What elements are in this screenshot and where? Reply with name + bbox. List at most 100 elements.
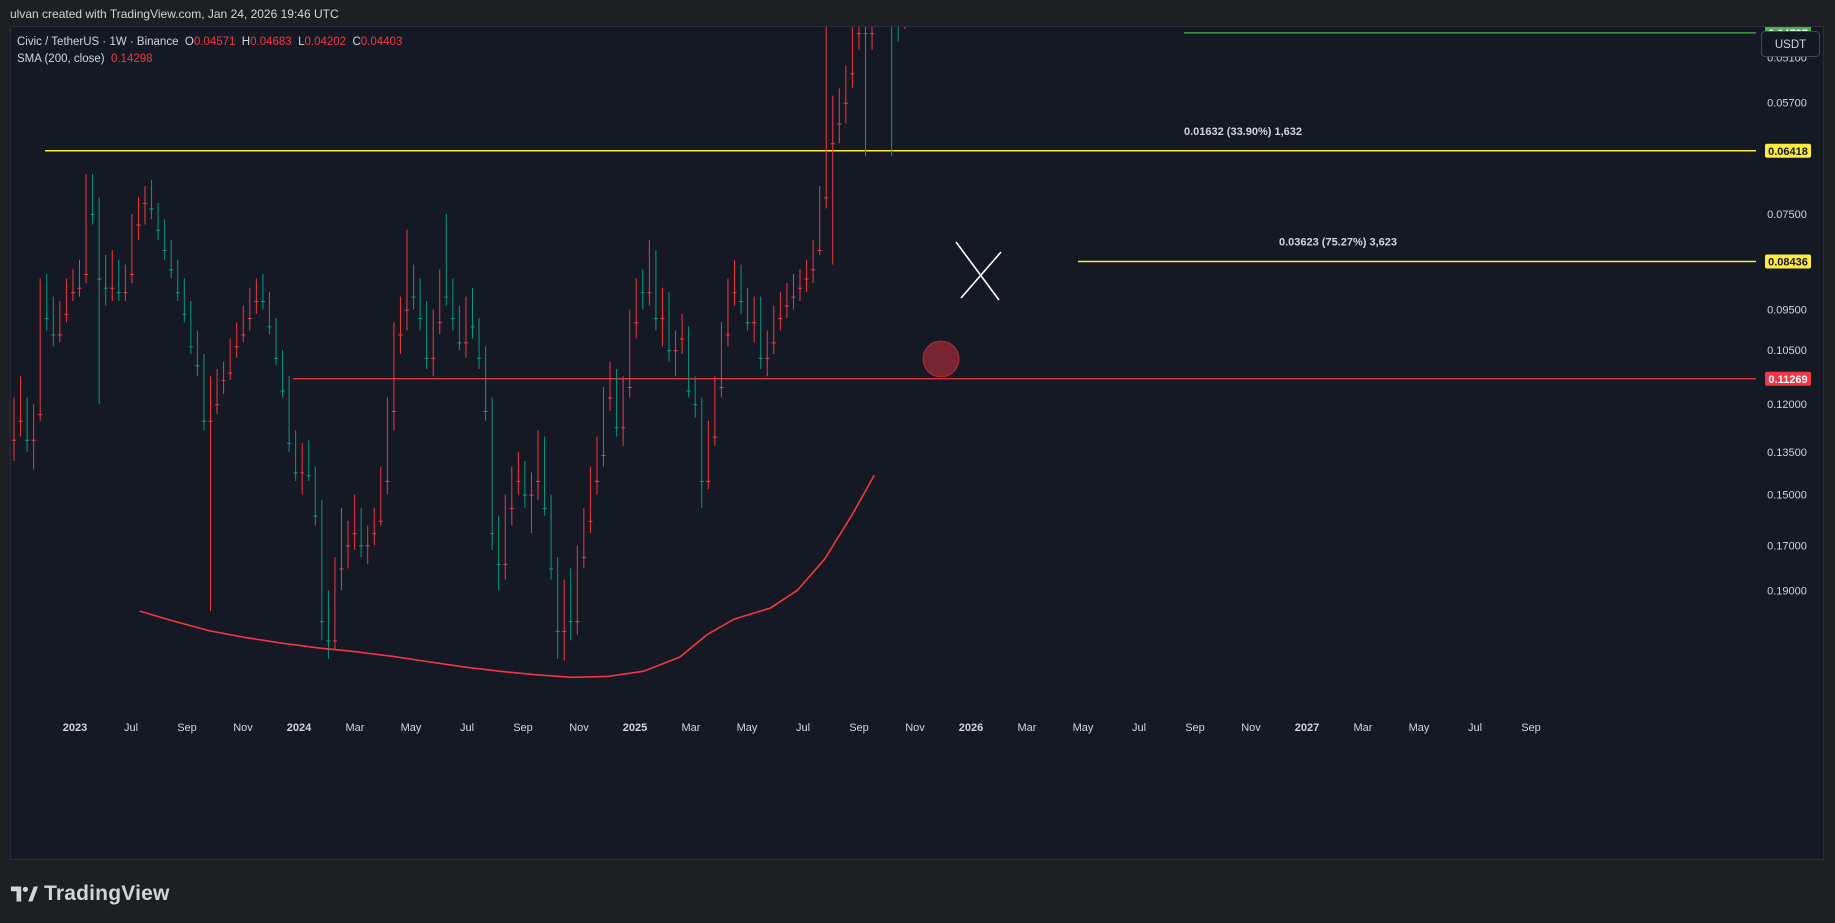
candle-body	[64, 313, 69, 315]
candle	[778, 292, 783, 331]
x-axis-tick-label: Mar	[1354, 722, 1373, 734]
candle	[549, 494, 554, 580]
x-axis-tick-label: May	[401, 722, 422, 734]
candle-body	[856, 33, 861, 35]
candle-body	[313, 515, 318, 517]
candle-body	[319, 621, 324, 623]
sma-row[interactable]: SMA (200, close) 0.14298	[17, 51, 402, 68]
candle-body	[568, 621, 573, 623]
candle	[824, 27, 829, 209]
candle	[647, 240, 652, 306]
candle-body	[463, 342, 468, 344]
x-axis-tick-label: Mar	[682, 722, 701, 734]
candle-body	[522, 494, 527, 496]
x-axis-tick-label: Jul	[796, 722, 810, 734]
candle	[378, 466, 383, 526]
candle-body	[784, 305, 789, 307]
price-tag-label: 0.11269	[1768, 374, 1807, 386]
candle-body	[97, 278, 102, 280]
measure-label: 0.03623 (75.27%) 3,623	[1279, 237, 1397, 249]
candle-body	[483, 410, 488, 412]
currency-button[interactable]: USDT	[1761, 31, 1820, 57]
candle-body	[758, 357, 763, 359]
candle-body	[391, 410, 396, 412]
candle	[732, 259, 737, 306]
x-mark-stroke	[960, 251, 1002, 299]
x-axis-tick-label: Jul	[1132, 722, 1146, 734]
x-mark-stroke	[955, 241, 1000, 301]
candle	[771, 305, 776, 354]
candle-body	[208, 420, 213, 422]
candle-body	[306, 475, 311, 477]
candle	[201, 353, 206, 431]
candle	[725, 278, 730, 347]
candle-body	[103, 287, 108, 289]
candle	[405, 229, 409, 331]
price-tag	[1765, 143, 1811, 158]
candle-body	[129, 273, 134, 275]
candle	[784, 283, 789, 319]
candle-body	[51, 334, 56, 336]
candle	[667, 292, 671, 362]
candle-body	[234, 346, 239, 348]
candle	[254, 278, 259, 314]
x-axis-tick-label: Mar	[1018, 722, 1037, 734]
candle-body	[817, 250, 822, 252]
candle	[575, 545, 580, 635]
candle-body	[477, 357, 482, 359]
candle	[798, 269, 802, 302]
candle-body	[44, 318, 49, 320]
candle-body	[653, 318, 658, 320]
high-value: 0.04683	[250, 36, 292, 48]
candle	[319, 499, 324, 641]
candle	[450, 278, 455, 331]
candle-body	[25, 439, 30, 441]
x-axis-tick-label: Sep	[513, 722, 533, 734]
candle-body	[444, 296, 449, 298]
candle	[156, 202, 161, 241]
candle	[719, 322, 724, 398]
candle	[57, 301, 62, 343]
candle	[143, 185, 147, 225]
x-axis-tick-label: Nov	[1241, 722, 1261, 734]
candle	[463, 296, 468, 358]
x-axis-tick-label: Sep	[849, 722, 869, 734]
candle	[817, 185, 822, 255]
candle	[568, 568, 573, 641]
candle-body	[634, 322, 639, 324]
candle	[51, 296, 56, 347]
candle	[260, 273, 265, 310]
candle-body	[627, 386, 632, 388]
price-chart[interactable]: 0.01632 (33.90%) 1,632 0.03623 (75.27%) 3…	[11, 27, 1824, 860]
candle	[804, 259, 809, 293]
candle-body	[673, 350, 678, 352]
candle-body	[201, 420, 206, 422]
y-axis-tick-label: 0.10500	[1767, 345, 1807, 357]
candle-body	[581, 557, 586, 559]
candle-body	[732, 292, 737, 294]
chart-panel[interactable]: 0.01632 (33.90%) 1,632 0.03623 (75.27%) 3…	[10, 26, 1824, 860]
candle-body	[57, 334, 62, 336]
candle	[346, 520, 351, 569]
candle	[110, 250, 115, 302]
candle-body	[352, 533, 357, 535]
x-axis-tick-label: Sep	[177, 722, 197, 734]
candle-body	[195, 365, 200, 367]
candle-body	[739, 301, 744, 303]
candle-body	[143, 202, 147, 204]
candle-body	[116, 292, 121, 294]
candle	[588, 466, 593, 534]
candle	[188, 301, 193, 354]
x-axis-tick-label: Jul	[460, 722, 474, 734]
candle-body	[837, 123, 842, 125]
candle-body	[450, 318, 455, 320]
candle-body	[418, 318, 423, 320]
candle	[162, 219, 167, 260]
candle	[247, 287, 252, 331]
candle	[843, 65, 848, 124]
candle-body	[274, 357, 278, 359]
candle	[372, 507, 377, 546]
candle	[516, 451, 521, 495]
candle	[562, 579, 567, 661]
symbol-title[interactable]: Civic / TetherUS · 1W · Binance	[17, 36, 179, 48]
